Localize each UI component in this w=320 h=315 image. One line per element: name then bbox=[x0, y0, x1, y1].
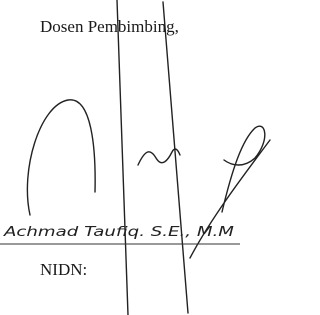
signer-name: Achmad Taufiq. S.E., M.M bbox=[3, 225, 234, 240]
role-label: Dosen Pembimbing, bbox=[40, 17, 179, 36]
signature-document: Dosen Pembimbing, Achmad Taufiq. S.E., M… bbox=[0, 0, 285, 315]
page: Dosen Pembimbing, Achmad Taufiq. S.E., M… bbox=[0, 0, 285, 315]
id-label: NIDN: bbox=[40, 260, 87, 279]
